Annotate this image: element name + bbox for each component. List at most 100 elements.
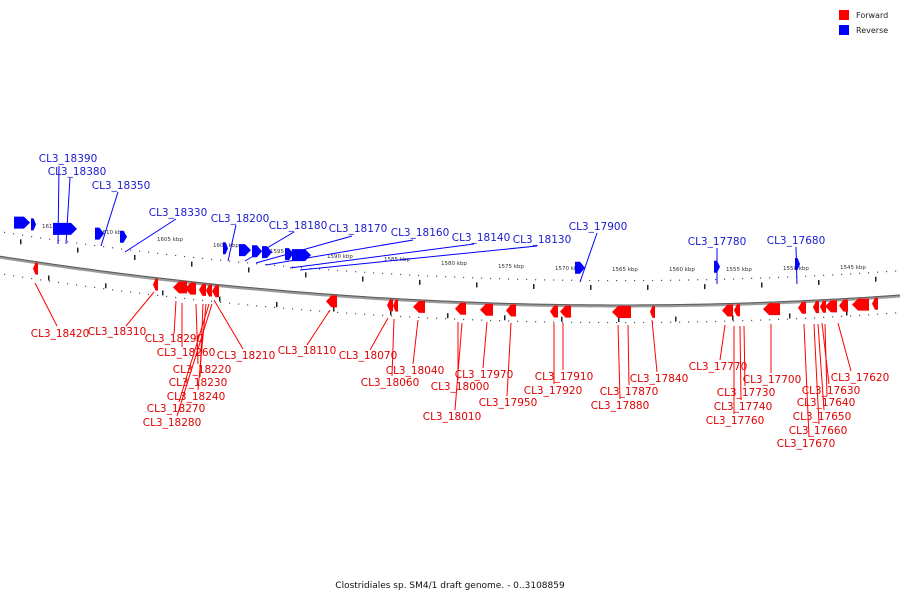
forward-strand-dot [103, 288, 105, 290]
forward-gene [185, 282, 196, 295]
forward-strand-dot [526, 320, 528, 323]
reverse-strand-dot [769, 277, 771, 279]
forward-gene [813, 301, 819, 314]
gene-label: CL3_18330 [149, 207, 208, 219]
reverse-strand-dot [589, 279, 591, 282]
reverse-strand-dot [121, 248, 123, 250]
forward-gene [393, 299, 398, 312]
gene-label: CL3_18270 [147, 403, 206, 415]
forward-strand-dot [67, 283, 69, 285]
gene-leader-line [482, 321, 488, 369]
reverse-strand-dot [58, 239, 60, 242]
forward-strand-dot [598, 321, 600, 324]
forward-strand-dot [823, 316, 825, 318]
reverse-strand-dot [139, 250, 141, 252]
scale-tick [732, 315, 734, 321]
gene-leader-line [255, 235, 353, 264]
scale-tick [561, 316, 563, 322]
forward-strand-dot [796, 318, 798, 320]
scale-tick [618, 317, 620, 322]
kbp-tick-label: 1555 kbp [726, 267, 752, 273]
forward-strand-dot [715, 320, 717, 323]
scale-tick [761, 282, 763, 288]
reverse-strand-dot [85, 243, 87, 245]
gene-label: CL3_18000 [431, 381, 490, 393]
reverse-strand-dot [814, 275, 816, 277]
scale-tick [590, 284, 592, 290]
gene-label: CL3_17840 [630, 373, 689, 385]
reverse-strand-dot [832, 274, 834, 276]
scale-tick [647, 284, 649, 290]
forward-strand-dot [427, 317, 429, 319]
forward-gene [326, 295, 337, 308]
scale-tick [48, 275, 50, 281]
gene-leader-line [412, 319, 419, 365]
gene-leader-line [506, 322, 512, 397]
kbp-tick-label: 1570 kbp [555, 266, 581, 272]
reverse-strand-dot [175, 254, 177, 257]
scale-tick [789, 313, 791, 319]
reverse-strand-dot [679, 279, 681, 281]
forward-strand-dot [94, 286, 96, 289]
forward-strand-dot [193, 298, 195, 301]
reverse-gene [95, 227, 104, 240]
forward-strand-dot [472, 319, 474, 321]
reverse-strand-dot [391, 273, 393, 275]
forward-gene [199, 283, 206, 296]
forward-strand-dot [292, 308, 294, 310]
reverse-strand-dot [760, 277, 762, 279]
forward-gene [212, 285, 219, 298]
reverse-strand-dot [886, 271, 888, 273]
reverse-strand-dot [130, 249, 132, 251]
reverse-strand-dot [544, 279, 546, 281]
scale-tick [818, 280, 820, 285]
forward-strand-dot [76, 284, 78, 286]
gene-leader-line [34, 282, 58, 327]
reverse-strand-dot [148, 251, 150, 253]
reverse-strand-dot [499, 278, 501, 280]
reverse-strand-dot [805, 275, 807, 277]
genome-backbone-edge [0, 255, 900, 306]
reverse-strand-dot [895, 270, 897, 272]
reverse-strand-dot [661, 279, 663, 281]
gene-label: CL3_17760 [706, 415, 765, 427]
forward-strand-dot [445, 318, 447, 320]
reverse-gene [31, 218, 36, 231]
gene-leader-line [739, 325, 742, 401]
forward-strand-dot [337, 311, 339, 313]
gene-leader-line [125, 291, 155, 327]
gene-label: CL3_18130 [513, 234, 572, 246]
forward-strand-dot [211, 300, 213, 302]
gene-label: CL3_18070 [339, 350, 398, 362]
forward-strand-dot [841, 315, 843, 317]
forward-gene [480, 303, 493, 316]
forward-strand-dot [436, 317, 438, 319]
forward-strand-dot [742, 320, 744, 322]
reverse-strand-dot [553, 279, 555, 281]
forward-strand-dot [625, 322, 627, 324]
reverse-strand-dot [715, 278, 717, 281]
forward-gene [734, 304, 740, 317]
legend: Forward Reverse [839, 10, 888, 35]
reverse-strand-dot [49, 238, 51, 240]
forward-strand-dot [139, 292, 141, 294]
kbp-tick-label: 1565 kbp [612, 267, 638, 273]
gene-label: CL3_17910 [535, 371, 594, 383]
forward-genes: CL3_18420CL3_18310CL3_18290CL3_18260CL3_… [31, 262, 889, 450]
reverse-strand-dot [76, 242, 78, 244]
forward-strand-dot [355, 313, 357, 315]
reverse-strand-dot [418, 274, 420, 276]
forward-strand-dot [31, 278, 33, 280]
forward-strand-dot [499, 320, 501, 322]
reverse-strand-dot [202, 257, 204, 259]
forward-strand-dot [877, 313, 879, 315]
gene-leader-line [213, 299, 244, 350]
forward-strand-dot [832, 316, 834, 318]
kbp-tick-label: 1580 kbp [441, 261, 467, 267]
gene-leader-line [369, 317, 389, 351]
forward-strand-dot [733, 320, 735, 322]
scale-tick [362, 276, 364, 282]
forward-strand-dot [724, 320, 726, 322]
gene-leader-line [173, 300, 177, 335]
reverse-strand-dot [526, 278, 528, 281]
